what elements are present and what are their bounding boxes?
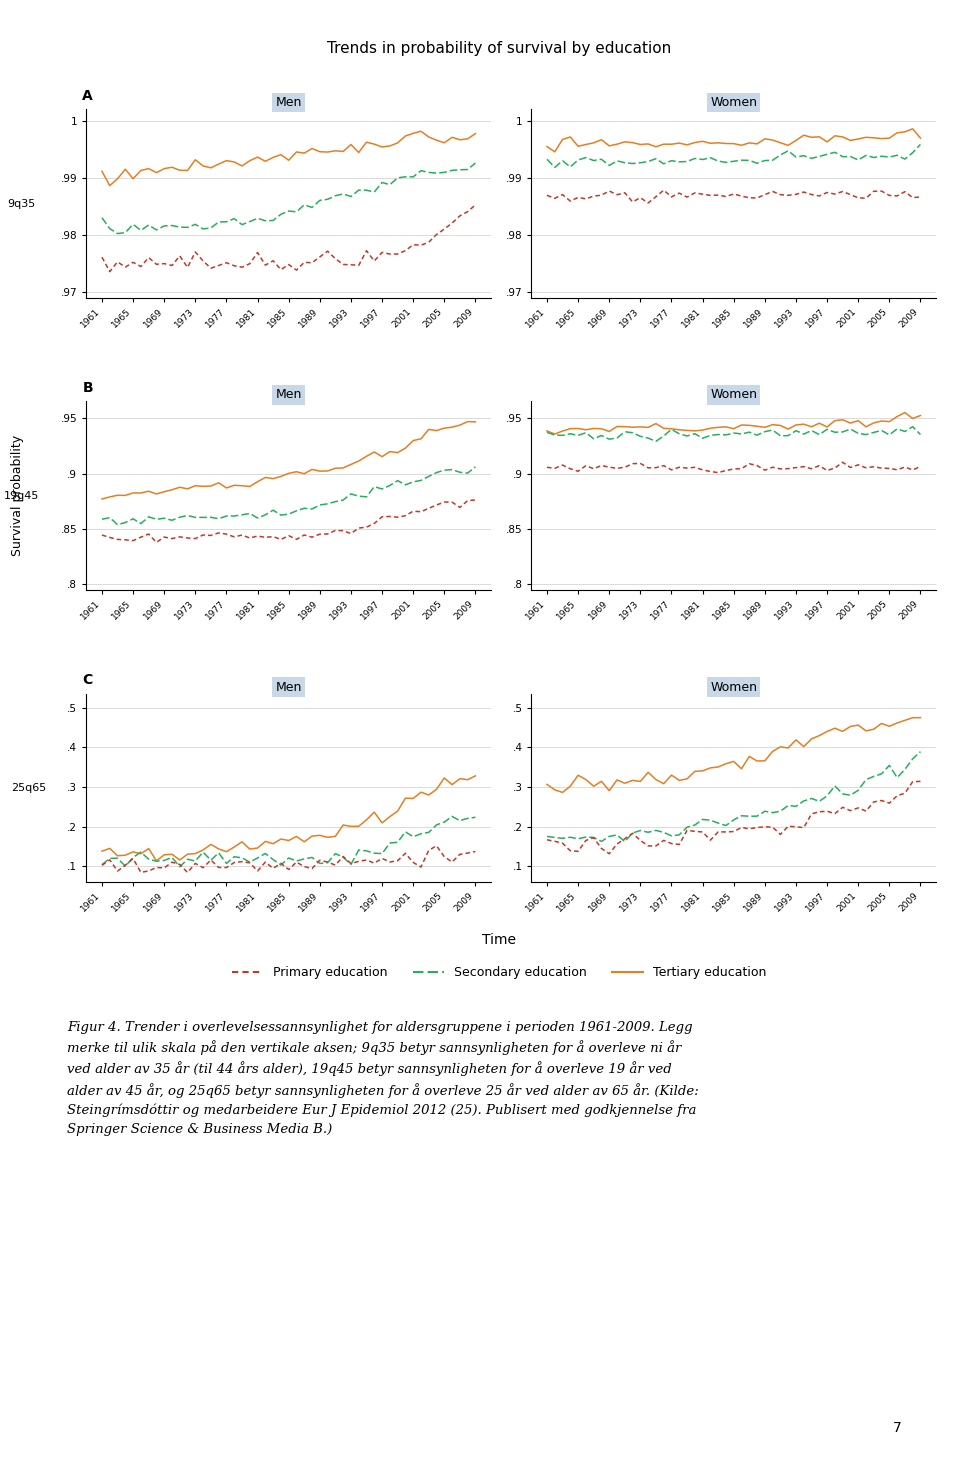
Text: Figur 4. Trender i overlevelsessannsynlighet for aldersgruppene i perioden 1961-: Figur 4. Trender i overlevelsessannsynli…	[67, 1021, 699, 1136]
Title: Women: Women	[710, 96, 757, 109]
Text: B: B	[83, 381, 93, 395]
Y-axis label: 25q65: 25q65	[11, 783, 46, 793]
Title: Women: Women	[710, 681, 757, 694]
Text: A: A	[83, 89, 93, 102]
Title: Men: Men	[276, 681, 301, 694]
Y-axis label: 9q35: 9q35	[8, 198, 36, 208]
Title: Men: Men	[276, 96, 301, 109]
Title: Women: Women	[710, 388, 757, 401]
Text: Trends in probability of survival by education: Trends in probability of survival by edu…	[327, 41, 671, 55]
Text: 7: 7	[893, 1420, 901, 1435]
Legend: Primary education, Secondary education, Tertiary education: Primary education, Secondary education, …	[227, 961, 772, 984]
Y-axis label: 19q45: 19q45	[4, 491, 39, 500]
Title: Men: Men	[276, 388, 301, 401]
Text: C: C	[83, 674, 92, 687]
Text: Time: Time	[482, 933, 516, 948]
Text: Survival probability: Survival probability	[11, 434, 24, 557]
